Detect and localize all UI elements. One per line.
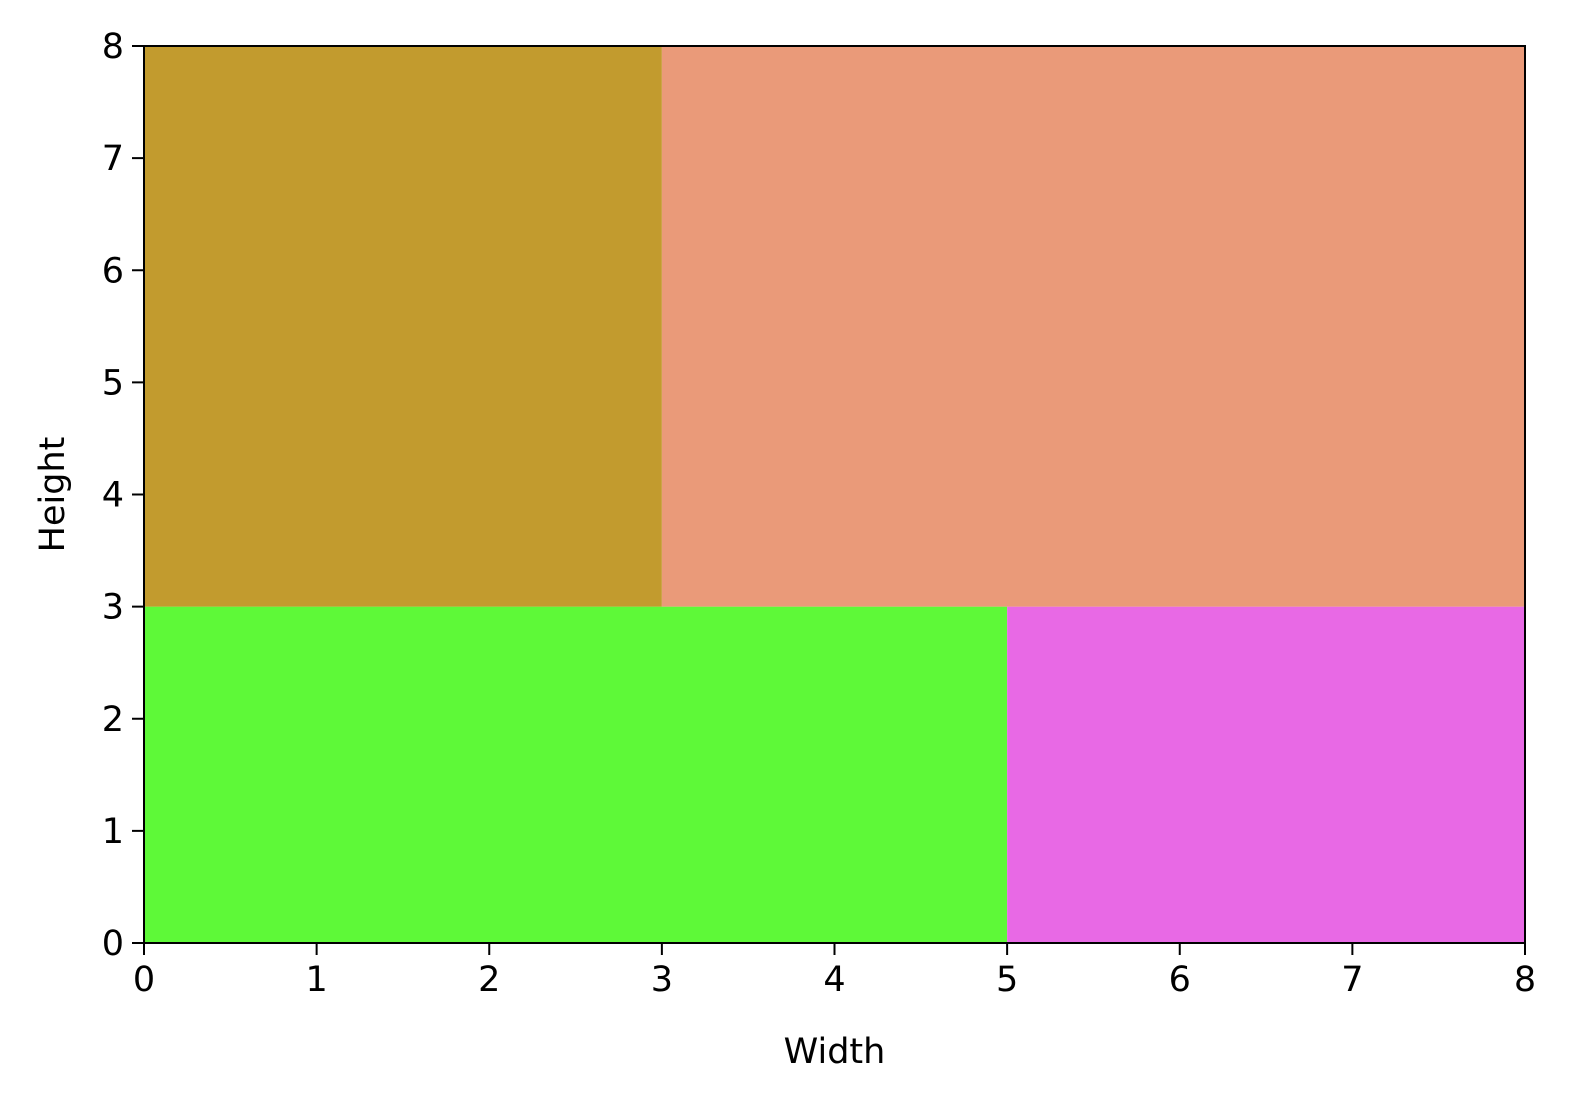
treemap-rect-4 bbox=[661, 46, 1525, 607]
y-axis-label: Height bbox=[33, 437, 73, 553]
x-tick-label: 1 bbox=[305, 960, 327, 1000]
treemap-rect-3 bbox=[144, 46, 662, 607]
x-tick-label: 6 bbox=[1169, 960, 1191, 1000]
x-tick-label: 3 bbox=[651, 960, 673, 1000]
x-tick-label: 2 bbox=[478, 960, 500, 1000]
y-tick-label: 7 bbox=[102, 139, 124, 179]
x-tick-label: 4 bbox=[823, 960, 845, 1000]
x-tick-label: 7 bbox=[1341, 960, 1363, 1000]
treemap-rectangles bbox=[144, 46, 1525, 943]
x-tick-label: 8 bbox=[1514, 960, 1536, 1000]
x-tick-label: 5 bbox=[996, 960, 1018, 1000]
treemap-rect-2 bbox=[1007, 606, 1525, 943]
y-tick-label: 2 bbox=[102, 700, 124, 740]
x-tick-label: 0 bbox=[133, 960, 155, 1000]
x-axis-label: Width bbox=[784, 1032, 886, 1072]
y-tick-label: 6 bbox=[102, 251, 124, 291]
treemap-rect-1 bbox=[144, 606, 1008, 943]
y-tick-label: 3 bbox=[102, 588, 124, 628]
y-tick-label: 0 bbox=[102, 924, 124, 964]
y-axis: 0 1 2 3 4 5 6 7 8 bbox=[102, 27, 144, 964]
y-tick-label: 1 bbox=[102, 812, 124, 852]
y-tick-label: 8 bbox=[102, 27, 124, 67]
y-tick-label: 5 bbox=[102, 363, 124, 403]
x-axis: 0 1 2 3 4 5 6 7 8 bbox=[133, 943, 1536, 1000]
y-tick-label: 4 bbox=[102, 476, 124, 516]
